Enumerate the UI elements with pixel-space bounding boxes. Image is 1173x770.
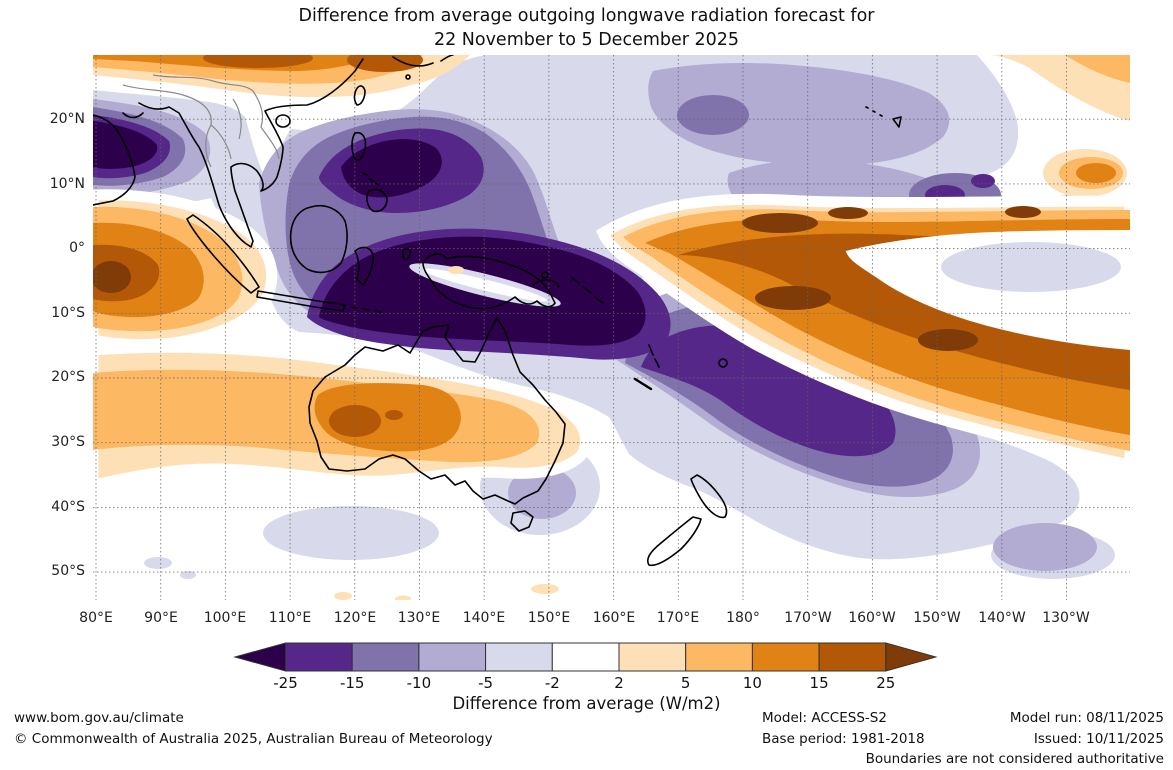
australia-orange-blob [87, 341, 592, 492]
lon-tick-label: 110°E [268, 610, 312, 626]
lon-tick-label: 160°W [848, 610, 896, 626]
visayas-islands [362, 172, 380, 186]
lon-tick-label: 180° [726, 610, 760, 626]
footer-boundaries-note: Boundaries are not considered authoritat… [865, 751, 1164, 767]
lat-tick-label: 0° [69, 240, 85, 256]
india-coast [92, 114, 136, 206]
lon-tick-label: 150°W [913, 610, 961, 626]
australia-coast [308, 317, 566, 505]
lat-tick-label: 20°S [51, 369, 85, 385]
japan-coast [392, 54, 454, 67]
footer-model-run: Model run: 08/11/2025 [1009, 710, 1164, 726]
chart-title-line1: Difference from average outgoing longwav… [298, 6, 875, 26]
lon-tick-label: 170°E [656, 610, 700, 626]
colorbar-tick: -25 [273, 674, 298, 692]
map-plot-area [87, 48, 1136, 603]
lat-tick-label: 10°N [49, 176, 85, 192]
footer-copyright: © Commonwealth of Australia 2025, Austra… [14, 731, 493, 747]
colorbar-tick: 10 [742, 674, 762, 692]
taiwan-island [353, 85, 366, 106]
sumatra-island [186, 214, 260, 294]
lon-tick-label: 90°E [144, 610, 178, 626]
colorbar-tick: -15 [339, 674, 365, 692]
colorbar-tick: 25 [876, 674, 896, 692]
lon-tick-label: 140°W [978, 610, 1026, 626]
footer-url: www.bom.gov.au/climate [14, 710, 184, 726]
lon-tick-label: 130°W [1042, 610, 1090, 626]
lon-tick-label: 160°E [592, 610, 636, 626]
hawaii-islands [865, 106, 883, 117]
new-guinea-island [422, 253, 556, 310]
vanuatu-islands [648, 344, 660, 368]
ganges-delta [122, 112, 144, 119]
mindanao-island [366, 188, 388, 213]
colorbar-tick: 15 [809, 674, 829, 692]
solomon-islands [570, 276, 604, 304]
fiji-island [718, 358, 728, 368]
indian-ocean-orange-blob [87, 189, 278, 351]
lat-tick-label: 10°S [51, 305, 85, 321]
luzon-island [351, 131, 367, 162]
borneo-island [289, 205, 348, 274]
lat-tick-label: 40°S [51, 499, 85, 515]
okinawa-island [405, 74, 411, 80]
lon-tick-label: 130°E [397, 610, 441, 626]
colorbar-tick: 2 [614, 674, 624, 692]
asia-coast [138, 58, 364, 248]
colorbar-tick: 5 [680, 674, 691, 692]
new-britain-island [532, 279, 560, 288]
east-white-wedge [845, 229, 1133, 351]
nz-north-island [690, 474, 728, 519]
colorbar-tick: -10 [406, 674, 432, 692]
sulawesi-island [354, 246, 374, 286]
footer-issued: Issued: 10/11/2025 [1033, 731, 1164, 747]
lon-tick-label: 80°E [79, 610, 113, 626]
anomaly-contour-map [87, 48, 1136, 603]
colorbar-label: Difference from average (W/m2) [452, 694, 721, 713]
colorbar-tick: -5 [478, 674, 494, 692]
colorbar [233, 642, 938, 672]
hawaii-big-island [892, 116, 902, 128]
country-borders [122, 74, 280, 168]
halmahera-island [402, 248, 411, 261]
tasmania-island [510, 510, 534, 532]
small-warm-speck [448, 266, 464, 274]
footer-model: Model: ACCESS-S2 [762, 710, 887, 726]
coastlines [92, 54, 902, 567]
graticule [93, 55, 1130, 600]
lat-tick-label: 20°N [49, 111, 85, 127]
footer-base-period: Base period: 1981-2018 [762, 731, 925, 747]
lon-tick-label: 140°E [462, 610, 506, 626]
java-island [256, 290, 346, 312]
lesser-sunda-islands [350, 306, 382, 313]
lat-tick-label: 50°S [51, 563, 85, 579]
hainan-island [275, 114, 291, 128]
lon-tick-label: 120°E [333, 610, 377, 626]
nz-south-island [646, 516, 702, 567]
lon-tick-label: 100°E [203, 610, 247, 626]
colorbar-tick: -2 [544, 674, 560, 692]
lat-tick-label: 30°S [51, 434, 85, 450]
lon-tick-label: 150°E [527, 610, 571, 626]
topright-corner-orange [991, 55, 1130, 197]
new-ireland-island [541, 271, 549, 279]
lon-tick-label: 170°W [784, 610, 832, 626]
new-caledonia-island [633, 377, 653, 391]
new-guinea-ridge [409, 263, 561, 307]
chart-title: Difference from average outgoing longwav… [0, 4, 1173, 52]
chart-title-line2: 22 November to 5 December 2025 [433, 30, 740, 50]
